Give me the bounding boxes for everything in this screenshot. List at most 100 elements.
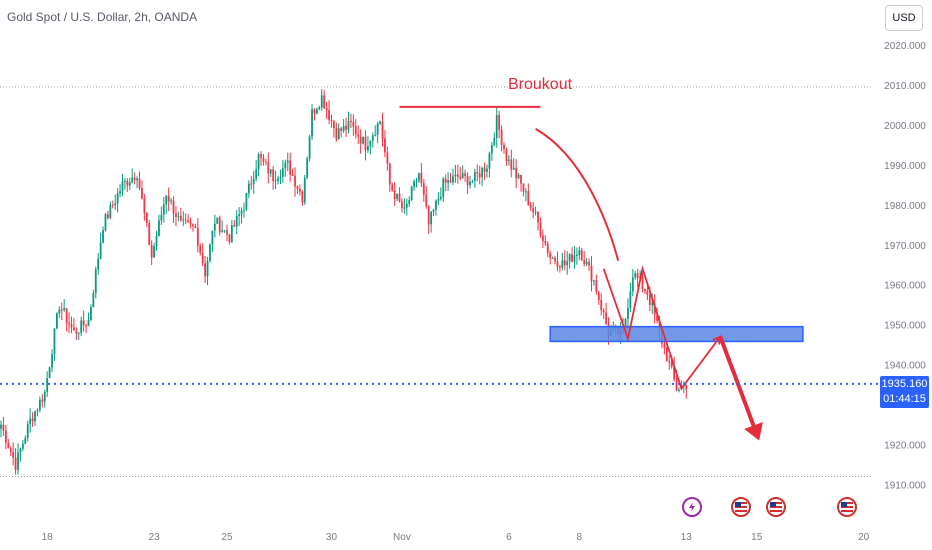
- y-tick-label: 2010.000: [884, 81, 926, 92]
- candle-body: [80, 320, 83, 333]
- candle-body: [563, 260, 566, 266]
- bar-countdown: 01:44:15: [883, 393, 926, 405]
- candle-body: [0, 424, 2, 429]
- candle-body: [313, 109, 316, 114]
- candle-body: [454, 174, 457, 177]
- candle-body: [104, 214, 107, 231]
- candle-body: [82, 320, 85, 326]
- candle-body: [520, 174, 522, 184]
- candle-body: [187, 220, 190, 223]
- candle-body: [539, 222, 542, 236]
- candle-body: [403, 207, 406, 209]
- candle-body: [211, 230, 214, 245]
- candle-body: [320, 95, 323, 108]
- candle-body: [571, 254, 573, 262]
- x-tick-label: 13: [681, 532, 693, 543]
- candle-body: [17, 452, 19, 470]
- candle-body: [420, 172, 423, 184]
- currency-button[interactable]: USD: [885, 5, 923, 31]
- us-flag-icon[interactable]: [731, 497, 751, 517]
- candle-body: [524, 191, 527, 193]
- candle-body: [342, 125, 345, 131]
- support-zone[interactable]: [549, 325, 804, 343]
- candle-body: [111, 204, 114, 206]
- candle-body: [588, 261, 590, 266]
- candle-body: [585, 261, 588, 265]
- candle-body: [296, 186, 299, 189]
- candle-body: [308, 136, 311, 159]
- candle-body: [410, 186, 413, 201]
- candle-body: [126, 180, 129, 186]
- candle-body: [294, 175, 296, 187]
- candle-body: [107, 214, 109, 219]
- candle-body: [549, 253, 552, 258]
- candle-body: [99, 242, 102, 259]
- candle-body: [670, 361, 673, 367]
- candle-body: [398, 193, 401, 202]
- candle-body: [425, 195, 428, 207]
- candle-body: [481, 167, 484, 178]
- candle-body: [452, 176, 454, 183]
- candle-body: [34, 411, 36, 422]
- candle-body: [245, 193, 248, 210]
- us-flag-icon[interactable]: [837, 497, 857, 517]
- candle-body: [583, 260, 586, 265]
- candle-body: [532, 208, 535, 213]
- candle-body: [388, 163, 391, 185]
- candle-body: [243, 209, 245, 211]
- candle-body: [376, 123, 379, 135]
- candle-body: [264, 161, 267, 163]
- x-tick-label: 15: [751, 532, 763, 543]
- candle-body: [221, 230, 224, 233]
- candle-body: [644, 288, 646, 292]
- candle-body: [573, 255, 576, 262]
- candle-body: [466, 175, 469, 186]
- bearish-arrow[interactable]: [718, 335, 756, 427]
- candle-body: [182, 219, 185, 221]
- candle-body: [384, 138, 386, 153]
- candle-body: [162, 204, 165, 215]
- candle-body: [58, 309, 61, 314]
- candle-body: [653, 303, 656, 316]
- candle-body: [70, 324, 73, 328]
- candle-body: [46, 378, 49, 392]
- y-tick-label: 2020.000: [884, 41, 926, 52]
- us-flag-icon[interactable]: [766, 497, 786, 517]
- candle-body: [272, 169, 275, 182]
- x-tick-label: Nov: [393, 532, 411, 543]
- candle-body: [153, 246, 155, 258]
- candle-body: [73, 327, 75, 331]
- candle-body: [631, 277, 634, 292]
- candle-body: [503, 144, 505, 150]
- candle-body: [235, 216, 238, 227]
- candle-body: [301, 191, 304, 203]
- candle-body: [194, 226, 197, 229]
- candle-body: [656, 315, 658, 321]
- candle-body: [330, 119, 333, 122]
- candle-body: [160, 214, 163, 221]
- candle-body: [53, 328, 56, 355]
- candle-body: [277, 178, 279, 181]
- candle-body: [648, 294, 651, 306]
- candle-body: [590, 265, 593, 282]
- candle-body: [48, 367, 51, 379]
- candle-body: [60, 309, 63, 311]
- candle-body: [250, 183, 253, 185]
- zigzag-path[interactable]: [602, 265, 722, 391]
- lightning-icon[interactable]: [682, 497, 702, 517]
- candle-body: [473, 171, 476, 182]
- candle-body: [413, 181, 415, 187]
- candle-body: [260, 154, 262, 158]
- candle-body: [357, 134, 360, 137]
- candle-body: [668, 361, 671, 363]
- y-tick-label: 1950.000: [884, 321, 926, 332]
- trend-curve[interactable]: [535, 128, 620, 261]
- candle-body: [141, 187, 143, 199]
- y-tick-label: 1920.000: [884, 441, 926, 452]
- candle-body: [629, 291, 632, 308]
- candle-body: [155, 236, 158, 247]
- candle-body: [641, 276, 644, 289]
- candle-body: [158, 220, 160, 237]
- candle-body: [102, 230, 104, 243]
